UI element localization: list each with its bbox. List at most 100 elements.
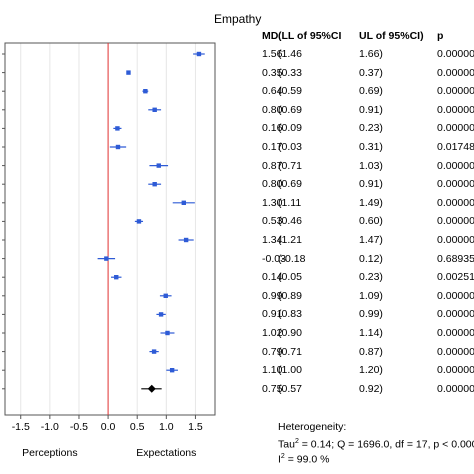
row-5-p: 0.01748 bbox=[437, 141, 474, 153]
row-3-p: 0.00000 bbox=[437, 103, 474, 116]
row-9-ul: 0.60) bbox=[359, 215, 383, 228]
heterogeneity-tau-line: Tau2 = 0.14; Q = 1696.0, df = 17, p < 0.… bbox=[278, 436, 474, 451]
row-3-ll: (0.69 bbox=[278, 103, 302, 116]
overall-ll: (0.57 bbox=[278, 382, 302, 395]
x-right-label: Expectations bbox=[136, 447, 196, 459]
row-7-ll: (0.69 bbox=[278, 178, 302, 191]
x-left-label: Perceptions bbox=[22, 447, 77, 459]
row-12-p: 0.00251 bbox=[437, 271, 474, 284]
row-10-ul: 1.47) bbox=[359, 234, 383, 246]
row-14-ll: (0.83 bbox=[278, 308, 302, 321]
row-13-ul: 1.09) bbox=[359, 289, 383, 302]
point-14 bbox=[158, 312, 164, 317]
point-1 bbox=[126, 70, 131, 75]
row-13-p: 0.00000 bbox=[437, 289, 474, 302]
row-11-p: 0.68935 bbox=[437, 252, 474, 265]
row-5-md: 0.17 bbox=[262, 141, 283, 153]
row-12-ll: (0.05 bbox=[278, 271, 302, 284]
column-header-ll: (LL of 95%CI bbox=[278, 30, 342, 42]
row-7-ul: 0.91) bbox=[359, 178, 383, 191]
row-17-md: 1.10 bbox=[262, 364, 283, 377]
row-1-md: 0.35 bbox=[262, 66, 283, 79]
row-10-md: 1.34 bbox=[262, 234, 283, 246]
overall-p: 0.00000 bbox=[437, 382, 474, 395]
row-16-p: 0.00000 bbox=[437, 345, 474, 358]
row-5-ul: 0.31) bbox=[359, 141, 383, 153]
x-tick-label-1: -1.0 bbox=[41, 421, 59, 433]
point-17 bbox=[169, 368, 175, 373]
x-tick-label-4: 0.5 bbox=[130, 421, 145, 433]
overall-ul: 0.92) bbox=[359, 382, 383, 395]
i2-superscript: 2 bbox=[280, 453, 285, 460]
row-15-p: 0.00000 bbox=[437, 327, 474, 339]
row-7-p: 0.00000 bbox=[437, 178, 474, 191]
i2-value: = 99.0 % bbox=[284, 453, 330, 466]
point-8 bbox=[181, 200, 186, 205]
row-7-md: 0.80 bbox=[262, 178, 283, 191]
row-13-md: 0.99 bbox=[262, 289, 283, 302]
column-header-p: p bbox=[437, 30, 444, 42]
row-2-p: 0.00000 bbox=[437, 85, 474, 98]
column-header-md: MD bbox=[262, 30, 279, 42]
row-0-md: 1.56 bbox=[262, 48, 283, 60]
row-10-ll: (1.21 bbox=[278, 234, 302, 246]
row-9-ll: (0.46 bbox=[278, 215, 302, 228]
point-7 bbox=[152, 182, 157, 187]
i2-label: I bbox=[278, 453, 281, 466]
row-9-md: 0.53 bbox=[262, 215, 283, 228]
row-10-p: 0.00000 bbox=[437, 234, 474, 246]
row-2-ul: 0.69) bbox=[359, 85, 383, 98]
row-4-ll: (0.09 bbox=[278, 122, 302, 135]
row-1-p: 0.00000 bbox=[437, 66, 474, 79]
row-1-ll: (0.33 bbox=[278, 66, 302, 79]
row-12-md: 0.14 bbox=[262, 271, 283, 284]
row-4-ul: 0.23) bbox=[359, 122, 383, 135]
row-16-md: 0.79 bbox=[262, 345, 283, 358]
heterogeneity-heading: Heterogeneity: bbox=[278, 421, 347, 433]
row-6-ul: 1.03) bbox=[359, 159, 383, 172]
point-2 bbox=[143, 89, 148, 94]
point-10 bbox=[183, 237, 189, 243]
row-4-md: 0.16 bbox=[262, 122, 283, 135]
row-15-ul: 1.14) bbox=[359, 327, 383, 339]
point-15 bbox=[165, 330, 170, 336]
point-12 bbox=[114, 275, 119, 280]
row-14-ul: 0.99) bbox=[359, 308, 383, 321]
row-16-ul: 0.87) bbox=[359, 345, 383, 358]
x-tick-label-2: -0.5 bbox=[70, 421, 88, 433]
point-0 bbox=[196, 51, 202, 57]
row-14-p: 0.00000 bbox=[437, 308, 474, 321]
plot-frame bbox=[4, 42, 216, 416]
row-15-ll: (0.90 bbox=[278, 327, 302, 339]
row-6-md: 0.87 bbox=[262, 159, 283, 172]
row-3-md: 0.80 bbox=[262, 103, 283, 116]
row-15-md: 1.02 bbox=[262, 327, 283, 339]
point-5 bbox=[115, 144, 121, 150]
row-14-md: 0.91 bbox=[262, 308, 283, 321]
tau-superscript: 2 bbox=[294, 438, 299, 445]
point-16 bbox=[151, 349, 157, 354]
row-8-p: 0.00000 bbox=[437, 196, 474, 209]
point-11 bbox=[104, 256, 109, 261]
overall-diamond bbox=[147, 384, 156, 393]
point-13 bbox=[163, 293, 168, 298]
row-0-ul: 1.66) bbox=[359, 48, 383, 60]
row-17-ll: (1.00 bbox=[278, 364, 302, 377]
row-11-ul: 0.12) bbox=[359, 252, 383, 265]
x-tick-label-0: -1.5 bbox=[12, 421, 30, 433]
point-4 bbox=[115, 126, 120, 131]
row-5-ll: (0.03 bbox=[278, 141, 302, 153]
row-11-md: -0.03 bbox=[262, 252, 286, 265]
row-3-ul: 0.91) bbox=[359, 103, 383, 116]
row-12-ul: 0.23) bbox=[359, 271, 383, 284]
heterogeneity-i2-line: I2 = 99.0 % bbox=[278, 451, 329, 466]
row-0-p: 0.00000 bbox=[437, 48, 474, 60]
row-9-p: 0.00000 bbox=[437, 215, 474, 228]
chart-title: Empathy bbox=[214, 12, 262, 26]
row-8-md: 1.30 bbox=[262, 196, 283, 209]
row-17-ul: 1.20) bbox=[359, 364, 383, 377]
x-tick-label-6: 1.5 bbox=[188, 421, 203, 433]
row-2-md: 0.64 bbox=[262, 85, 283, 98]
row-16-ll: (0.71 bbox=[278, 345, 302, 358]
